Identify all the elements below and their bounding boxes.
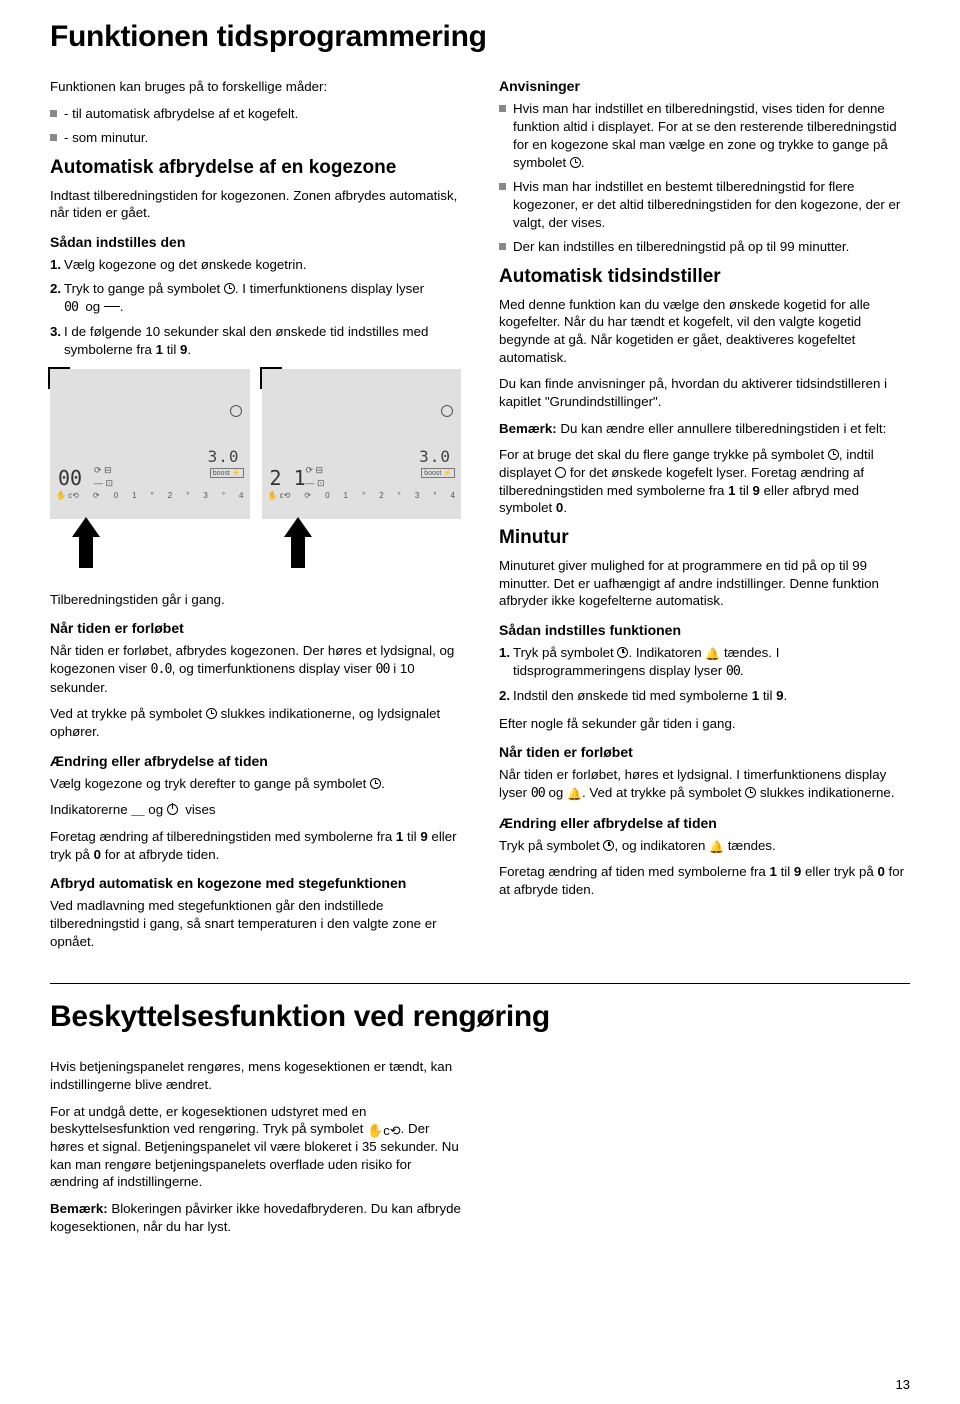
panel-value: 3.0 bbox=[419, 447, 451, 466]
clock-icon bbox=[745, 787, 756, 798]
section-divider bbox=[50, 983, 910, 984]
diagram-2: 2. 3.0 boost ⚡ 2 1 ⟳ ⊟ — ⊡ ✋ c⟲⟳01°2°3°4 bbox=[262, 369, 462, 575]
body-text: Tryk på symbolet , og indikatoren 🔔 tænd… bbox=[499, 837, 910, 855]
body-text: Du kan finde anvisninger på, hvordan du … bbox=[499, 375, 910, 410]
clock-icon bbox=[603, 840, 614, 851]
body-text: Foretag ændring af tiden med symbolerne … bbox=[499, 863, 910, 898]
subsubheading: Når tiden er forløbet bbox=[499, 744, 910, 760]
diagram-1: 1. 3.0 boost ⚡ 00 ⟳ ⊟ — ⊡ ✋ c⟲⟳01°2°3°4 bbox=[50, 369, 250, 575]
power-icon bbox=[441, 405, 453, 417]
clock-icon bbox=[828, 449, 839, 460]
panel-number-bar: ✋ c⟲⟳01°2°3°4 bbox=[56, 489, 244, 503]
bullet-item: - til automatisk afbrydelse af et kogefe… bbox=[50, 105, 461, 123]
body-text: For at undgå dette, er kogesektionen uds… bbox=[50, 1103, 461, 1191]
body-text: For at bruge det skal du flere gange try… bbox=[499, 446, 910, 517]
bell-icon: 🔔 bbox=[705, 648, 720, 660]
control-panel: 3.0 boost ⚡ 2 1 ⟳ ⊟ — ⊡ ✋ c⟲⟳01°2°3°4 bbox=[262, 369, 462, 519]
power-icon bbox=[230, 405, 242, 417]
step-item: 1.Vælg kogezone og det ønskede kogetrin. bbox=[50, 256, 461, 274]
body-text: Indtast tilberedningstiden for kogezonen… bbox=[50, 187, 461, 222]
right-column-empty bbox=[499, 1058, 910, 1244]
subheading: Automatisk tidsindstiller bbox=[499, 266, 910, 288]
steps-list: 1.Vælg kogezone og det ønskede kogetrin.… bbox=[50, 256, 461, 359]
bell-icon: 🔔 bbox=[567, 788, 582, 800]
clock-icon bbox=[617, 647, 628, 658]
body-text: Tilberedningstiden går i gang. bbox=[50, 591, 461, 609]
body-text: Ved at trykke på symbolet slukkes indika… bbox=[50, 705, 461, 740]
control-panel: 3.0 boost ⚡ 00 ⟳ ⊟ — ⊡ ✋ c⟲⟳01°2°3°4 bbox=[50, 369, 250, 519]
diagram-row: 1. 3.0 boost ⚡ 00 ⟳ ⊟ — ⊡ ✋ c⟲⟳01°2°3°4 bbox=[50, 369, 461, 575]
subsubheading: Sådan indstilles den bbox=[50, 234, 461, 250]
step-text: I de følgende 10 sekunder skal den ønske… bbox=[64, 324, 428, 357]
bullet-item: - som minutur. bbox=[50, 129, 461, 147]
body-text: Vælg kogezone og tryk derefter to gange … bbox=[50, 775, 461, 793]
panel-number-bar: ✋ c⟲⟳01°2°3°4 bbox=[268, 489, 456, 503]
right-column: Anvisninger Hvis man har indstillet en t… bbox=[499, 78, 910, 959]
body-text: Hvis betjeningspanelet rengøres, mens ko… bbox=[50, 1058, 461, 1093]
timer-icon bbox=[167, 804, 178, 815]
body-text: Når tiden er forløbet, høres et lydsigna… bbox=[499, 766, 910, 802]
timer-display: 00 bbox=[58, 466, 82, 490]
two-column-layout: Funktionen kan bruges på to forskellige … bbox=[50, 78, 910, 959]
intro-text: Funktionen kan bruges på to forskellige … bbox=[50, 78, 461, 96]
bullet-item: Hvis man har indstillet en bestemt tilbe… bbox=[499, 178, 910, 232]
circle-icon bbox=[555, 467, 566, 478]
boost-label: boost ⚡ bbox=[210, 468, 244, 478]
step-item: 2.Tryk to gange på symbolet . I timerfun… bbox=[50, 280, 461, 317]
left-column: Hvis betjeningspanelet rengøres, mens ko… bbox=[50, 1058, 461, 1244]
steps-list: 1.Tryk på symbolet . Indikatoren 🔔 tænde… bbox=[499, 644, 910, 705]
bullet-item: Hvis man har indstillet en tilberednings… bbox=[499, 100, 910, 172]
body-text: Bemærk: Du kan ændre eller annullere til… bbox=[499, 420, 910, 438]
timer-display: 2 1 bbox=[270, 466, 306, 490]
manual-page: Funktionen tidsprogrammering Funktionen … bbox=[0, 0, 960, 1404]
subsubheading: Sådan indstilles funktionen bbox=[499, 622, 910, 638]
body-text: Foretag ændring af tilberedningstiden me… bbox=[50, 828, 461, 863]
bullet-item: Der kan indstilles en tilberedningstid p… bbox=[499, 238, 910, 256]
intro-bullets: - til automatisk afbrydelse af et kogefe… bbox=[50, 105, 461, 147]
subheading: Minutur bbox=[499, 527, 910, 549]
boost-label: boost ⚡ bbox=[421, 468, 455, 478]
clock-icon bbox=[570, 157, 581, 168]
step-item: 2.Indstil den ønskede tid med symbolerne… bbox=[499, 687, 910, 705]
panel-value: 3.0 bbox=[208, 447, 240, 466]
anvisninger-bullets: Hvis man har indstillet en tilberednings… bbox=[499, 100, 910, 256]
body-text: Ved madlavning med stegefunktionen går d… bbox=[50, 897, 461, 950]
step-item: 1.Tryk på symbolet . Indikatoren 🔔 tænde… bbox=[499, 644, 910, 681]
subsubheading: Ændring eller afbrydelse af tiden bbox=[50, 753, 461, 769]
panel-small-icons: ⟳ ⊟ — ⊡ bbox=[94, 466, 113, 488]
bell-icon: 🔔 bbox=[709, 841, 724, 853]
body-text: Bemærk: Blokeringen påvirker ikke hoveda… bbox=[50, 1200, 461, 1235]
subsubheading: Ændring eller afbrydelse af tiden bbox=[499, 815, 910, 831]
body-text: Efter nogle få sekunder går tiden i gang… bbox=[499, 715, 910, 733]
subheading: Automatisk afbrydelse af en kogezone bbox=[50, 157, 461, 179]
two-column-layout: Hvis betjeningspanelet rengøres, mens ko… bbox=[50, 1058, 910, 1244]
clock-icon bbox=[370, 778, 381, 789]
hand-clean-icon: ✋c⟲ bbox=[367, 1124, 401, 1137]
body-text: Minuturet giver mulighed for at programm… bbox=[499, 557, 910, 610]
body-text: Når tiden er forløbet, afbrydes kogezone… bbox=[50, 642, 461, 696]
step-text: Tryk to gange på symbolet . I timerfunkt… bbox=[64, 281, 424, 314]
body-text: Indikatorerne ＿ og vises bbox=[50, 801, 461, 819]
panel-small-icons: ⟳ ⊟ — ⊡ bbox=[306, 466, 325, 488]
body-text: Med denne funktion kan du vælge den ønsk… bbox=[499, 296, 910, 367]
clock-icon bbox=[206, 708, 217, 719]
subsubheading: Når tiden er forløbet bbox=[50, 620, 461, 636]
section-title: Beskyttelsesfunktion ved rengøring bbox=[50, 1000, 910, 1034]
page-number: 13 bbox=[896, 1377, 910, 1392]
step-item: 3.I de følgende 10 sekunder skal den øns… bbox=[50, 323, 461, 359]
underscore-icon bbox=[104, 306, 120, 307]
subsubheading: Afbryd automatisk en kogezone med stegef… bbox=[50, 875, 461, 891]
section-title: Funktionen tidsprogrammering bbox=[50, 20, 910, 54]
left-column: Funktionen kan bruges på to forskellige … bbox=[50, 78, 461, 959]
subsubheading: Anvisninger bbox=[499, 78, 910, 94]
clock-icon bbox=[224, 283, 235, 294]
